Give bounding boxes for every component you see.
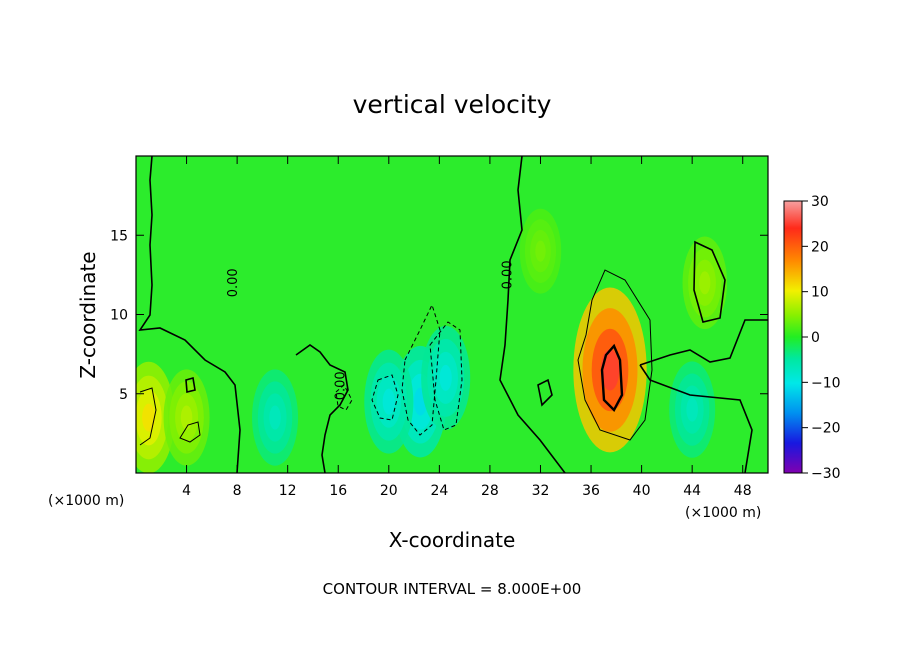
zero-contour-right-lower <box>639 364 753 473</box>
x-tick-label: 4 <box>182 483 191 499</box>
feature-layer <box>382 388 395 415</box>
x-tick-label: 8 <box>233 483 242 499</box>
positive-contour-upper-right <box>693 240 726 323</box>
negative-contour-3 <box>429 321 463 431</box>
x-tick-label: 24 <box>430 483 448 499</box>
x-tick-label: 40 <box>633 483 651 499</box>
y-ticks: 5 10 15 <box>110 228 768 403</box>
x-tick-label: 28 <box>481 483 499 499</box>
field-features <box>136 208 728 473</box>
colorbar-tick-label: −10 <box>811 375 841 391</box>
positive-contour-outer <box>577 269 653 441</box>
colorbar: 30 20 10 0 −10 −20 −30 <box>783 194 841 482</box>
zero-contour-mid <box>295 344 349 473</box>
contour-labels: 0.00 0.00 0.00 <box>226 260 515 400</box>
feature-6 <box>252 369 299 466</box>
x-tick-label: 20 <box>380 483 398 499</box>
plot-area: 0.00 0.000.00 4 8 12 16 20 24 28 32 36 40 44 48 5101… <box>110 155 769 499</box>
colorbar-tick-label: 30 <box>811 194 829 210</box>
x-tick-label: 12 <box>279 483 297 499</box>
contour-lines <box>138 156 768 473</box>
x-tick-label: 16 <box>329 483 347 499</box>
colorbar-tick-label: 20 <box>811 239 829 255</box>
feature-layer <box>180 405 193 430</box>
chart-title: vertical velocity <box>353 90 552 119</box>
colorbar-gradient <box>783 200 803 474</box>
feature-2 <box>163 369 210 466</box>
x-tick-label: 36 <box>582 483 600 499</box>
negative-contour-1 <box>371 374 399 421</box>
x-unit-left: (×1000 m) <box>48 493 124 509</box>
negative-contour-2 <box>401 303 441 436</box>
colorbar-tick-label: −20 <box>811 421 841 437</box>
feature-5 <box>364 349 414 454</box>
colorbar-tick-label: 0 <box>811 330 820 346</box>
feature-0 <box>573 287 647 453</box>
colorbar-tick-label: 10 <box>811 285 829 301</box>
x-tick-label: 44 <box>683 483 701 499</box>
positive-contour-core <box>600 343 624 412</box>
contour-small-4k <box>179 421 201 443</box>
x-axis-label: X-coordinate <box>389 528 516 552</box>
x-ticks: 4 8 12 16 20 24 28 32 36 40 44 48 <box>182 156 752 499</box>
feature-7 <box>669 361 716 458</box>
feature-layer <box>699 271 711 295</box>
colorbar-tick-label: −30 <box>811 466 841 482</box>
feature-layer <box>535 240 546 262</box>
feature-layer <box>269 405 281 430</box>
x-tick-label: 48 <box>734 483 752 499</box>
contour-label: 0.00 <box>334 371 349 400</box>
negative-contour-4 <box>335 384 353 411</box>
feature-4 <box>421 325 471 430</box>
y-axis-label: Z-coordinate <box>76 251 100 378</box>
x-tick-label: 32 <box>532 483 550 499</box>
y-tick-label: 10 <box>110 308 128 324</box>
zero-contour-right <box>639 319 768 366</box>
zero-contour-center <box>499 156 566 473</box>
y-tick-label: 5 <box>119 387 128 403</box>
contour-interval-note: CONTOUR INTERVAL = 8.000E+00 <box>323 580 582 598</box>
feature-9 <box>519 208 562 294</box>
y-tick-label: 15 <box>110 228 128 244</box>
feature-layer <box>142 403 156 432</box>
zero-contour-left <box>138 156 241 473</box>
contour-label: 0.00 <box>500 260 515 289</box>
contour-small-left <box>139 387 157 446</box>
contour-small-380 <box>185 376 196 394</box>
colorbar-ticks: 30 20 10 0 −10 −20 −30 <box>802 194 841 482</box>
feature-layer <box>439 364 452 391</box>
x-unit-right: (×1000 m) <box>685 505 761 521</box>
contour-small-540 <box>537 378 553 407</box>
contour-label: 0.00 <box>226 268 241 297</box>
feature-layer <box>686 397 698 422</box>
